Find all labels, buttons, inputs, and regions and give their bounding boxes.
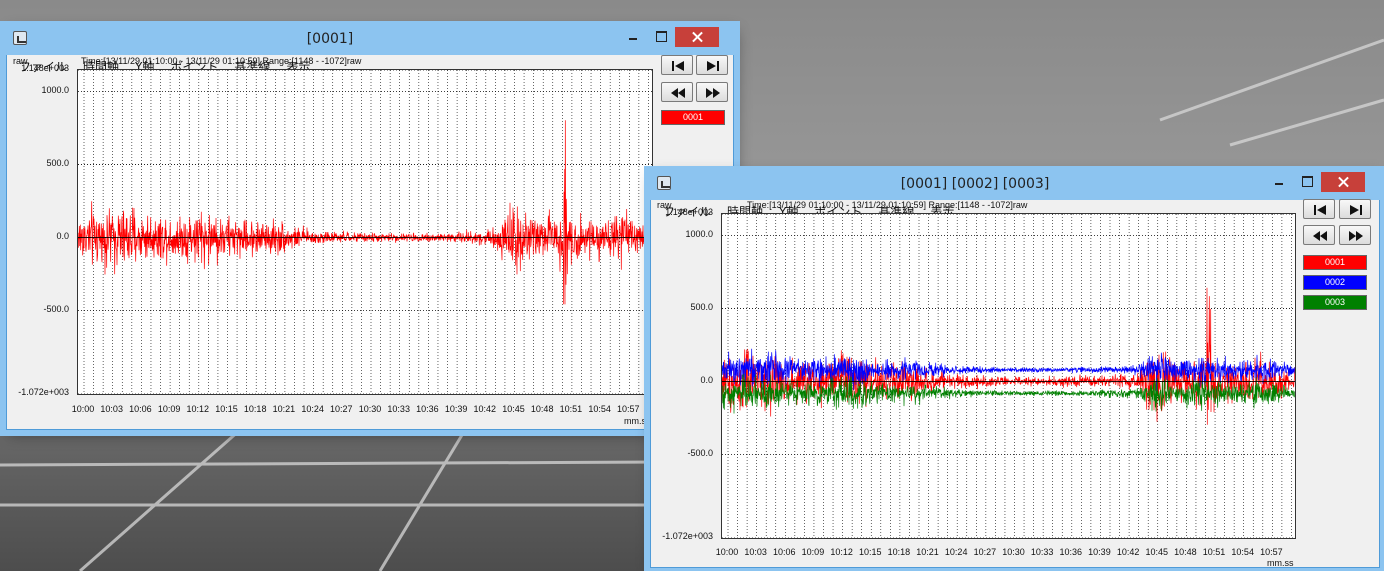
skip-end-button[interactable] — [1339, 199, 1371, 219]
rewind-button[interactable] — [661, 82, 693, 102]
x-tick-label: 10:54 — [1228, 547, 1258, 557]
y-tick-label: 1000.0 — [643, 229, 713, 239]
x-tick-label: 10:21 — [913, 547, 943, 557]
waveform-plot[interactable] — [721, 213, 1296, 539]
title-bar[interactable]: [0001] — [1, 22, 739, 55]
window-title: [0001] — [61, 31, 599, 47]
range-info: Time:[13/11/29 01:10:00 - 13/11/29 01:10… — [747, 200, 1027, 210]
x-tick-label: 10:09 — [154, 404, 184, 414]
x-tick-label: 10:06 — [125, 404, 155, 414]
maximize-icon[interactable] — [1293, 172, 1321, 192]
range-info: Time:[13/11/29 01:10:00 - 13/11/29 01:10… — [81, 56, 361, 66]
fast-forward-icon — [1340, 226, 1372, 246]
x-tick-label: 10:12 — [827, 547, 857, 557]
x-tick-label: 10:09 — [798, 547, 828, 557]
x-unit-label: mm.ss — [624, 416, 651, 426]
skip-end-icon — [1340, 200, 1372, 220]
y-tick-label: 1.148e+003 — [0, 63, 69, 73]
y-tick-label: 1000.0 — [0, 85, 69, 95]
skip-start-button[interactable] — [661, 55, 693, 75]
legend-item-0002[interactable]: 0002 — [1303, 275, 1367, 290]
fast-forward-icon — [697, 83, 729, 103]
x-tick-label: 10:24 — [941, 547, 971, 557]
x-tick-label: 10:27 — [970, 547, 1000, 557]
x-tick-label: 10:42 — [470, 404, 500, 414]
x-tick-label: 10:42 — [1113, 547, 1143, 557]
chart-svg — [722, 214, 1295, 538]
close-icon[interactable] — [675, 27, 719, 47]
app-icon — [657, 176, 671, 190]
skip-start-icon — [1304, 200, 1336, 220]
rewind-button[interactable] — [1303, 225, 1335, 245]
y-tick-label: 1.148e+003 — [643, 207, 713, 217]
app-icon — [13, 31, 27, 45]
y-tick-label: 0.0 — [0, 231, 69, 241]
x-tick-label: 10:12 — [183, 404, 213, 414]
legend-item-0003[interactable]: 0003 — [1303, 295, 1367, 310]
chart-window-0001: [0001] ファイル 時間軸 Y軸 ポイント 基準線 表示 raw Time:… — [6, 27, 734, 430]
legend-item-0001[interactable]: 0001 — [1303, 255, 1367, 270]
title-bar[interactable]: [0001] [0002] [0003] — [645, 167, 1384, 200]
minimize-icon[interactable] — [1265, 172, 1293, 192]
y-tick-label: -500.0 — [0, 304, 69, 314]
x-tick-label: 10:51 — [556, 404, 586, 414]
chart-window-0001-0002-0003: [0001] [0002] [0003] ファイル 時間軸 Y軸 ポイント 基準… — [650, 172, 1380, 568]
x-tick-label: 10:30 — [999, 547, 1029, 557]
x-tick-label: 10:03 — [741, 547, 771, 557]
y-tick-label: 500.0 — [643, 302, 713, 312]
x-tick-label: 10:45 — [499, 404, 529, 414]
x-tick-label: 10:39 — [441, 404, 471, 414]
x-tick-label: 10:06 — [769, 547, 799, 557]
x-tick-label: 10:39 — [1084, 547, 1114, 557]
y-tick-label: -1.072e+003 — [0, 387, 69, 397]
x-tick-label: 10:00 — [68, 404, 98, 414]
x-tick-label: 10:45 — [1142, 547, 1172, 557]
x-tick-label: 10:33 — [1027, 547, 1057, 557]
skip-end-icon — [697, 56, 729, 76]
x-tick-label: 10:15 — [855, 547, 885, 557]
x-tick-label: 10:48 — [527, 404, 557, 414]
x-tick-label: 10:33 — [384, 404, 414, 414]
chart-svg — [78, 70, 652, 394]
legend-item-0001[interactable]: 0001 — [661, 110, 725, 125]
x-tick-label: 10:36 — [412, 404, 442, 414]
y-tick-label: -1.072e+003 — [643, 531, 713, 541]
x-tick-label: 10:27 — [326, 404, 356, 414]
y-tick-label: -500.0 — [643, 448, 713, 458]
x-tick-label: 10:36 — [1056, 547, 1086, 557]
skip-end-button[interactable] — [696, 55, 728, 75]
minimize-icon[interactable] — [619, 27, 647, 47]
x-unit-label: mm.ss — [1267, 558, 1294, 568]
fast-forward-button[interactable] — [1339, 225, 1371, 245]
x-tick-label: 10:18 — [240, 404, 270, 414]
window-title: [0001] [0002] [0003] — [705, 176, 1245, 192]
y-tick-label: 500.0 — [0, 158, 69, 168]
x-tick-label: 10:24 — [298, 404, 328, 414]
y-tick-label: 0.0 — [643, 375, 713, 385]
x-tick-label: 10:57 — [613, 404, 643, 414]
maximize-icon[interactable] — [647, 27, 675, 47]
rewind-icon — [662, 83, 694, 103]
x-tick-label: 10:00 — [712, 547, 742, 557]
x-tick-label: 10:54 — [585, 404, 615, 414]
close-icon[interactable] — [1321, 172, 1365, 192]
fast-forward-button[interactable] — [696, 82, 728, 102]
series-line-0001 — [78, 120, 652, 304]
skip-start-icon — [662, 56, 694, 76]
x-tick-label: 10:48 — [1170, 547, 1200, 557]
rewind-icon — [1304, 226, 1336, 246]
x-tick-label: 10:30 — [355, 404, 385, 414]
x-tick-label: 10:57 — [1256, 547, 1286, 557]
x-tick-label: 10:18 — [884, 547, 914, 557]
skip-start-button[interactable] — [1303, 199, 1335, 219]
x-tick-label: 10:15 — [212, 404, 242, 414]
x-tick-label: 10:03 — [97, 404, 127, 414]
x-tick-label: 10:51 — [1199, 547, 1229, 557]
x-tick-label: 10:21 — [269, 404, 299, 414]
waveform-plot[interactable] — [77, 69, 653, 395]
